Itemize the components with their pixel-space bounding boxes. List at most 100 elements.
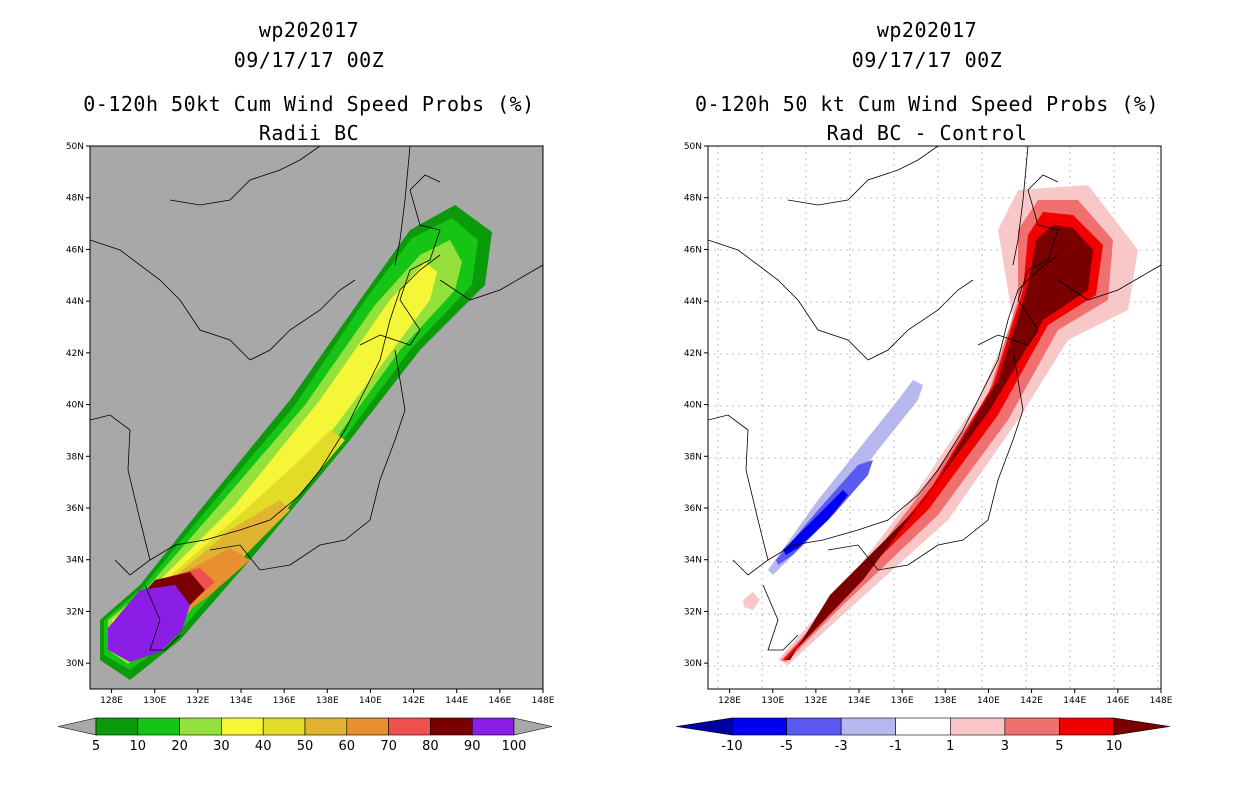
colorbar-label: 40 [255,739,272,754]
colorbar-box [179,717,222,736]
lon-label: 136E [273,696,296,706]
lat-label: 46N [66,245,84,255]
lon-label: 134E [848,696,871,706]
lat-label: 44N [66,297,84,307]
lon-label: 132E [186,696,209,706]
colorbar-label: 10 [1106,739,1123,754]
left-map-figure: 50N 48N 46N 44N 42N 40N 38N 36N 34N 32N 30N 128E 130… [57,142,555,754]
lat-label: 36N [684,504,702,514]
product-title: 0-120h 50kt Cum Wind Speed Probs (%) [83,92,535,116]
lat-label: 42N [684,349,702,359]
right-map-figure: 50N 48N 46N 44N 42N 40N 38N 36N 34N 32N 30N 128E 130… [675,142,1173,754]
colorbar-label: 20 [171,739,188,754]
colorbar-box [430,717,473,736]
colorbar-label: -5 [780,739,793,754]
coastlines [708,146,1161,651]
colorbar-label: 50 [297,739,314,754]
colorbar-under-arrow [57,717,97,736]
lat-label: 40N [684,401,702,411]
colorbar-box [221,717,264,736]
colorbar-box [840,717,897,736]
colorbar-box [471,717,515,736]
lon-label: 138E [316,696,339,706]
colorbar-box [895,717,951,736]
colorbar-label: 30 [213,739,230,754]
lon-label: 144E [445,696,468,706]
colorbar-label: -1 [889,739,902,754]
datetime: 09/17/17 00Z [851,48,1003,72]
lat-label: 30N [66,659,84,669]
lat-label: 34N [684,556,702,566]
colorbar-label: 3 [1001,739,1009,754]
colorbar-label: 100 [502,739,527,754]
lat-label: 48N [684,194,702,204]
right-axis-ticks: 50N 48N 46N 44N 42N 40N 38N 36N 34N 32N 30N 128E 130… [684,142,1173,706]
lon-label: 140E [359,696,382,706]
storm-id: wp202017 [876,18,978,42]
colorbar-box [731,717,787,736]
lat-label: 38N [66,452,84,462]
lon-label: 130E [143,696,166,706]
lon-label: 142E [1020,696,1043,706]
lat-label: 46N [684,245,702,255]
lat-label: 34N [66,556,84,566]
lon-label: 146E [1106,696,1129,706]
lon-label: 132E [804,696,827,706]
colorbar-label: -10 [721,739,742,754]
colorbar-label: 60 [339,739,356,754]
colorbar-box [346,717,389,736]
colorbar-label: 90 [464,739,481,754]
colorbar-label: 5 [92,739,100,754]
colorbar-box [786,717,842,736]
colorbar-box [95,717,139,736]
lat-label: 30N [684,659,702,669]
lat-label: 32N [684,607,702,617]
lat-label: 38N [684,452,702,462]
lon-label: 144E [1063,696,1086,706]
lon-label: 134E [230,696,253,706]
colorbar-box [262,717,306,736]
lon-label: 146E [488,696,511,706]
lat-label: 50N [66,142,84,152]
colorbar-label: 5 [1055,739,1063,754]
lat-label: 50N [684,142,702,152]
colorbar-box [304,717,348,736]
colorbar-box [949,717,1006,736]
right-colorbar: -10 -5 -3 -1 1 3 5 10 [675,717,1171,754]
lon-label: 142E [402,696,425,706]
diff-pos-10 [786,225,1093,660]
left-colorbar: 5 10 20 30 40 50 60 70 80 90 100 [57,717,553,754]
lat-label: 48N [66,194,84,204]
colorbar-over-arrow [513,717,553,736]
swath-100 [108,585,190,662]
right-panel: wp202017 09/17/17 00Z 0-120h 50 kt Cum W… [618,0,1236,800]
colorbar-box [137,717,180,736]
lon-label: 128E [100,696,123,706]
diff-pos-small [743,592,760,610]
difference-field [743,185,1138,665]
lat-label: 32N [66,607,84,617]
coastlines [90,146,543,651]
colorbar-box [1004,717,1060,736]
lon-label: 128E [718,696,741,706]
lat-label: 40N [66,401,84,411]
colorbar-under-arrow [675,717,733,736]
lon-label: 148E [1150,696,1173,706]
storm-id: wp202017 [258,18,360,42]
lat-label: 42N [66,349,84,359]
product-title: 0-120h 50 kt Cum Wind Speed Probs (%) [694,92,1160,116]
lat-label: 36N [66,504,84,514]
colorbar-label: 70 [380,739,397,754]
lat-label: 44N [684,297,702,307]
colorbar-box [1059,717,1115,736]
lon-label: 140E [977,696,1000,706]
colorbar-over-arrow [1113,717,1171,736]
diff-neg-5 [783,490,848,555]
left-axis-ticks: 50N 48N 46N 44N 42N 40N 38N 36N 34N 32N 30N 128E 130… [66,142,555,706]
subtitle: Rad BC - Control [826,121,1028,145]
colorbar-label: 1 [946,739,954,754]
colorbar-box [388,717,431,736]
colorbar-label: -3 [835,739,848,754]
lon-label: 138E [934,696,957,706]
lon-label: 136E [891,696,914,706]
